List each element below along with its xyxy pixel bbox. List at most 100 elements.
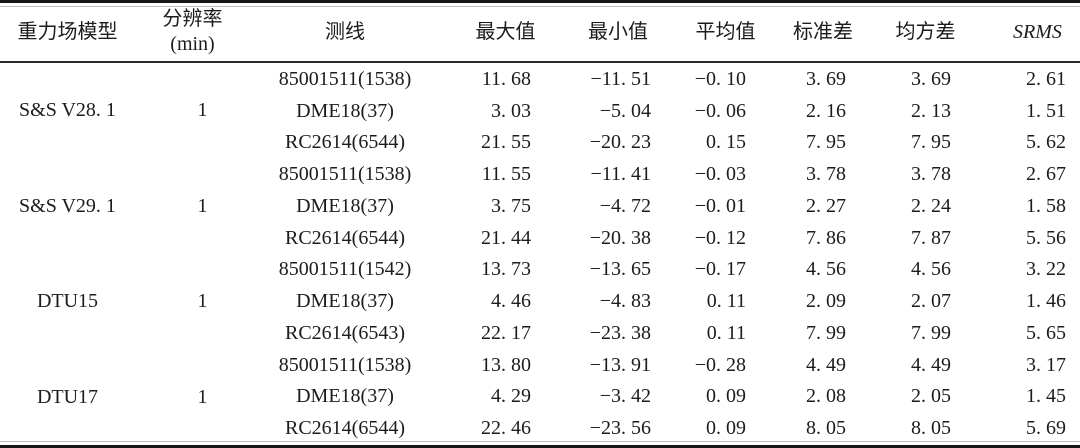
- mean-cell: 0. 09: [706, 417, 746, 440]
- max-cell: 21. 55: [481, 131, 531, 154]
- mean-cell: −0. 10: [694, 67, 746, 90]
- mean-cell: −0. 03: [694, 163, 746, 185]
- std-cell: 7. 86: [806, 226, 846, 249]
- std-cell: 8. 05: [806, 417, 846, 440]
- srms-cell: 1. 51: [1026, 99, 1066, 122]
- rms-cell: 2. 24: [911, 194, 951, 217]
- survey-line-cell: DME18(37): [296, 99, 394, 122]
- srms-cell: 1. 46: [1026, 290, 1066, 312]
- min-cell: −5. 04: [599, 99, 651, 122]
- mean-cell: −0. 12: [694, 226, 746, 249]
- max-cell: 4. 46: [491, 290, 531, 312]
- table-row: S&S V29. 1 1 85001511(1538) 11. 55 −11. 41 −0…: [0, 159, 1080, 217]
- table-row: DME18(37) 3. 75 −4. 72 −0. 01 2. 27 2. 24 1. 5…: [0, 190, 1080, 222]
- srms-cell: 5. 69: [1026, 417, 1066, 440]
- resolution-unit: (min): [170, 33, 215, 55]
- std-cell: 2. 16: [806, 99, 846, 122]
- max-cell: 11. 55: [481, 163, 531, 185]
- survey-line-cell: DME18(37): [296, 385, 394, 408]
- col-header-mean: 平均值: [665, 1, 760, 63]
- table-row: DTU17 1 85001511(1538) 13. 80 −13. 91 −0. 28 4…: [0, 349, 1080, 408]
- min-cell: −4. 72: [599, 194, 651, 217]
- resolution-cell: 1: [197, 99, 208, 122]
- min-cell: −20. 38: [589, 226, 651, 249]
- max-cell: 3. 03: [491, 99, 531, 122]
- mean-cell: 0. 11: [706, 290, 746, 312]
- table-row: DME18(37) 4. 29 −3. 42 0. 09 2. 08 2. 05 1. 45: [0, 381, 1080, 413]
- mean-cell: 0. 09: [706, 385, 746, 408]
- mean-cell: −0. 06: [694, 99, 746, 122]
- rms-cell: 3. 78: [911, 163, 951, 185]
- table-row: S&S V28. 1 1 85001511(1538) 11. 68 −11. 51 −0…: [0, 62, 1080, 122]
- srms-cell: 5. 62: [1026, 131, 1066, 154]
- min-cell: −13. 91: [589, 353, 651, 376]
- mean-cell: −0. 28: [694, 353, 746, 376]
- std-cell: 2. 09: [806, 290, 846, 312]
- header-row: 重力场模型 分辨率 (min) 测线 最大值 最小值 平均值 标准差 均方差 S…: [0, 1, 1080, 63]
- min-cell: −20. 23: [589, 131, 651, 154]
- std-cell: 2. 27: [806, 194, 846, 217]
- srms-cell: 3. 22: [1026, 258, 1066, 281]
- srms-cell: 2. 67: [1026, 163, 1066, 185]
- table-row: RC2614(6544) 21. 55 −20. 23 0. 15 7. 95 7. 95…: [0, 127, 1080, 159]
- model-cell: S&S V28. 1: [19, 99, 116, 122]
- survey-line-cell: 85001511(1538): [278, 353, 412, 376]
- rms-cell: 4. 56: [911, 258, 951, 281]
- table-row: RC2614(6544) 22. 46 −23. 56 0. 09 8. 05 8. 05…: [0, 413, 1080, 447]
- model-cell: DTU17: [36, 385, 99, 408]
- rms-cell: 3. 69: [911, 67, 951, 90]
- table-row: DME18(37) 4. 46 −4. 83 0. 11 2. 09 2. 07 1. 46: [0, 286, 1080, 318]
- model-cell: DTU15: [36, 290, 99, 312]
- min-cell: −3. 42: [599, 385, 651, 408]
- max-cell: 22. 46: [481, 417, 531, 440]
- srms-cell: 5. 65: [1026, 321, 1066, 344]
- mean-cell: 0. 15: [706, 131, 746, 154]
- rms-cell: 7. 99: [911, 321, 951, 344]
- resolution-cell: 1: [197, 385, 208, 408]
- max-cell: 4. 29: [491, 385, 531, 408]
- max-cell: 13. 73: [481, 258, 531, 281]
- std-cell: 4. 56: [806, 258, 846, 281]
- table-row: DME18(37) 3. 03 −5. 04 −0. 06 2. 16 2. 13 1. 5…: [0, 95, 1080, 127]
- mean-cell: −0. 01: [694, 194, 746, 217]
- model-cell: S&S V29. 1: [19, 194, 116, 217]
- std-cell: 7. 95: [806, 131, 846, 154]
- survey-line-cell: 85001511(1538): [278, 67, 412, 90]
- rms-cell: 2. 07: [911, 290, 951, 312]
- rms-cell: 4. 49: [911, 353, 951, 376]
- survey-line-cell: RC2614(6544): [285, 131, 405, 154]
- srms-cell: 1. 58: [1026, 194, 1066, 217]
- resolution-cell: 1: [197, 290, 208, 312]
- max-cell: 3. 75: [491, 194, 531, 217]
- survey-line-cell: DME18(37): [296, 194, 394, 217]
- resolution-cell: 1: [197, 194, 208, 217]
- survey-line-cell: DME18(37): [296, 290, 394, 312]
- survey-line-cell: RC2614(6543): [285, 321, 405, 344]
- table-row: RC2614(6544) 21. 44 −20. 38 −0. 12 7. 86 7. 8…: [0, 222, 1080, 254]
- survey-line-cell: 85001511(1538): [278, 163, 412, 185]
- srms-cell: 3. 17: [1026, 353, 1066, 376]
- std-cell: 7. 99: [806, 321, 846, 344]
- srms-cell: 2. 61: [1026, 67, 1066, 90]
- max-cell: 11. 68: [481, 67, 531, 90]
- min-cell: −4. 83: [599, 290, 651, 312]
- col-header-resolution: 分辨率 (min): [135, 1, 250, 63]
- col-header-std: 标准差: [760, 1, 860, 63]
- rms-cell: 2. 05: [911, 385, 951, 408]
- std-cell: 4. 49: [806, 353, 846, 376]
- min-cell: −23. 38: [589, 321, 651, 344]
- min-cell: −11. 51: [590, 67, 651, 90]
- resolution-label: 分辨率: [162, 8, 223, 30]
- srms-cell: 1. 45: [1026, 385, 1066, 408]
- rms-cell: 7. 87: [911, 226, 951, 249]
- col-header-model: 重力场模型: [0, 1, 135, 63]
- std-cell: 2. 08: [806, 385, 846, 408]
- mean-cell: −0. 17: [694, 258, 746, 281]
- col-header-max: 最大值: [440, 1, 545, 63]
- mean-cell: 0. 11: [706, 321, 746, 344]
- col-header-min: 最小值: [545, 1, 665, 63]
- std-cell: 3. 69: [806, 67, 846, 90]
- table-row: DTU15 1 85001511(1542) 13. 73 −13. 65 −0. 17 4…: [0, 254, 1080, 312]
